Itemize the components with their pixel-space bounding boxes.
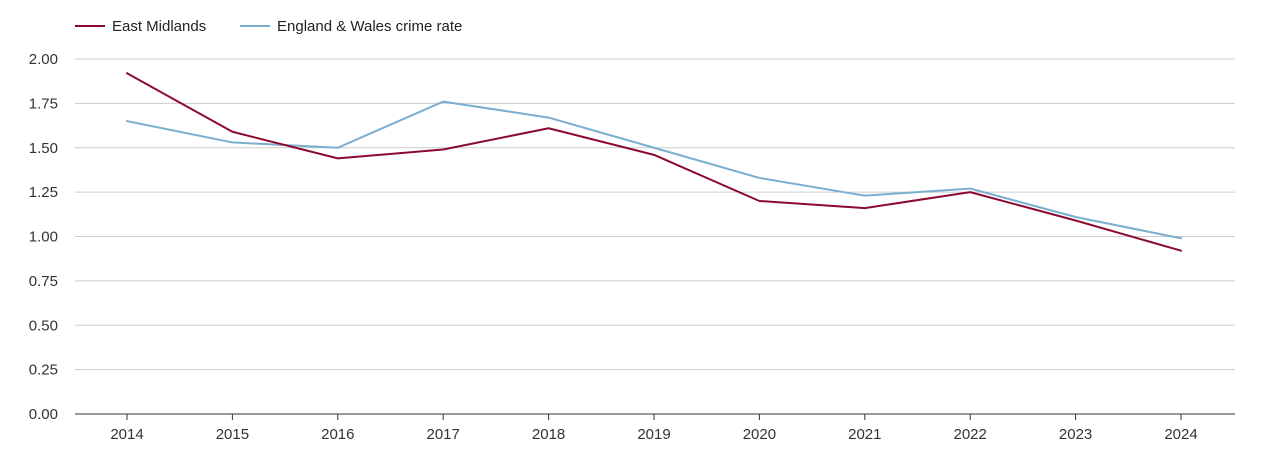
series bbox=[126, 72, 1182, 252]
x-tick-label: 2024 bbox=[1164, 426, 1197, 443]
x-tick-label: 2023 bbox=[1059, 426, 1092, 443]
y-tick-label: 0.50 bbox=[29, 317, 58, 334]
y-tick-label: 1.75 bbox=[29, 95, 58, 112]
x-tick-label: 2021 bbox=[848, 426, 881, 443]
x-tick-label: 2019 bbox=[637, 426, 670, 443]
x-tick-label: 2015 bbox=[216, 426, 249, 443]
x-tick-label: 2018 bbox=[532, 426, 565, 443]
grid bbox=[75, 58, 1235, 415]
y-tick-label: 0.00 bbox=[29, 406, 58, 423]
legend-label-east-midlands: East Midlands bbox=[112, 18, 206, 35]
legend-label-england-wales: England & Wales crime rate bbox=[277, 18, 462, 35]
x-axis-labels: 2014 2015 2016 2017 2018 2019 2020 2021 2022 2023… bbox=[110, 414, 1198, 443]
series-line-england-wales-crime-rate bbox=[126, 100, 1182, 240]
x-tick-label: 2020 bbox=[743, 426, 776, 443]
y-tick-label: 0.25 bbox=[29, 362, 58, 379]
x-tick-label: 2014 bbox=[110, 426, 143, 443]
x-tick-label: 2022 bbox=[954, 426, 987, 443]
y-tick-label: 0.75 bbox=[29, 273, 58, 290]
y-tick-label: 1.00 bbox=[29, 229, 58, 246]
x-tick-label: 2016 bbox=[321, 426, 354, 443]
series-line-east-midlands bbox=[126, 72, 1182, 252]
y-tick-label: 1.25 bbox=[29, 184, 58, 201]
legend-item-east-midlands[interactable]: East Midlands bbox=[75, 18, 206, 35]
y-tick-label: 1.50 bbox=[29, 140, 58, 157]
x-tick-label: 2017 bbox=[427, 426, 460, 443]
legend-item-england-wales[interactable]: England & Wales crime rate bbox=[240, 18, 462, 35]
legend: East Midlands England & Wales crime rate bbox=[75, 18, 462, 35]
y-tick-label: 2.00 bbox=[29, 51, 58, 68]
y-axis-labels: 0.00 0.25 0.50 0.75 1.00 1.25 1.50 1.75 2.00 bbox=[29, 51, 58, 423]
